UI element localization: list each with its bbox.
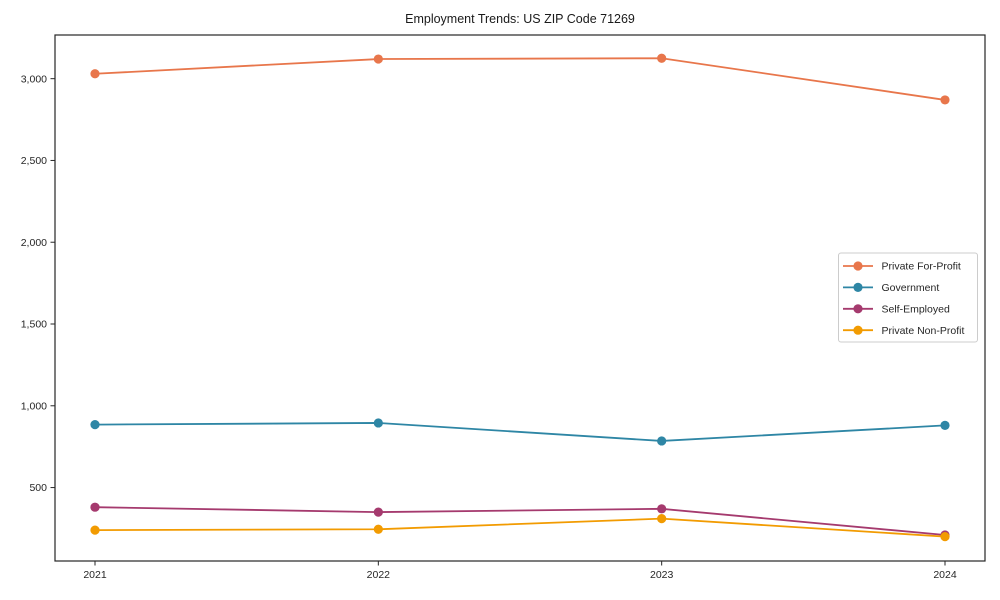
- data-series: [90, 53, 950, 542]
- y-tick-label: 1,000: [21, 400, 47, 412]
- series-line: [94, 517, 946, 538]
- chart-title: Employment Trends: US ZIP Code 71269: [405, 12, 635, 26]
- series-line: [94, 506, 946, 536]
- data-point: [90, 502, 100, 512]
- data-point: [373, 54, 383, 64]
- y-axis: 500 1,000 1,500 2,000 2,500 3,000: [21, 73, 55, 494]
- legend-label: Private For-Profit: [882, 261, 961, 273]
- data-point: [657, 504, 667, 514]
- data-point: [657, 53, 667, 63]
- series-line: [94, 57, 946, 101]
- y-tick-label: 2,500: [21, 155, 47, 167]
- data-point: [373, 524, 383, 534]
- data-point: [940, 532, 950, 542]
- plot-frame: [54, 34, 986, 562]
- legend-label: Private Non-Profit: [882, 325, 965, 337]
- data-point: [657, 514, 667, 524]
- legend-label: Government: [882, 282, 940, 294]
- y-tick-label: 2,000: [21, 237, 47, 249]
- x-axis: 2021 2022 2023 2024: [83, 561, 957, 581]
- legend-marker-dot: [853, 304, 863, 314]
- x-tick-label: 2024: [933, 569, 957, 581]
- x-tick-label: 2023: [650, 569, 674, 581]
- y-tick-label: 3,000: [21, 73, 47, 85]
- y-tick-label: 500: [29, 482, 47, 494]
- legend-marker-dot: [853, 261, 863, 271]
- data-point: [940, 420, 950, 431]
- legend-label: Self-Employed: [882, 303, 950, 315]
- data-point: [90, 419, 100, 430]
- legend-marker-dot: [853, 325, 863, 335]
- data-point: [373, 418, 383, 428]
- legend-box: [838, 252, 978, 343]
- data-point: [90, 525, 100, 535]
- legend: Private For-Profit Government Self-Employe…: [838, 252, 978, 343]
- data-point: [373, 507, 383, 517]
- data-point: [940, 95, 950, 105]
- x-tick-label: 2022: [367, 569, 391, 581]
- y-tick-label: 1,500: [21, 319, 47, 331]
- legend-marker-dot: [853, 282, 863, 292]
- data-point: [657, 436, 667, 446]
- plot-border: [54, 34, 986, 562]
- data-point: [90, 69, 100, 79]
- series-line: [94, 422, 946, 442]
- x-tick-label: 2021: [83, 569, 107, 581]
